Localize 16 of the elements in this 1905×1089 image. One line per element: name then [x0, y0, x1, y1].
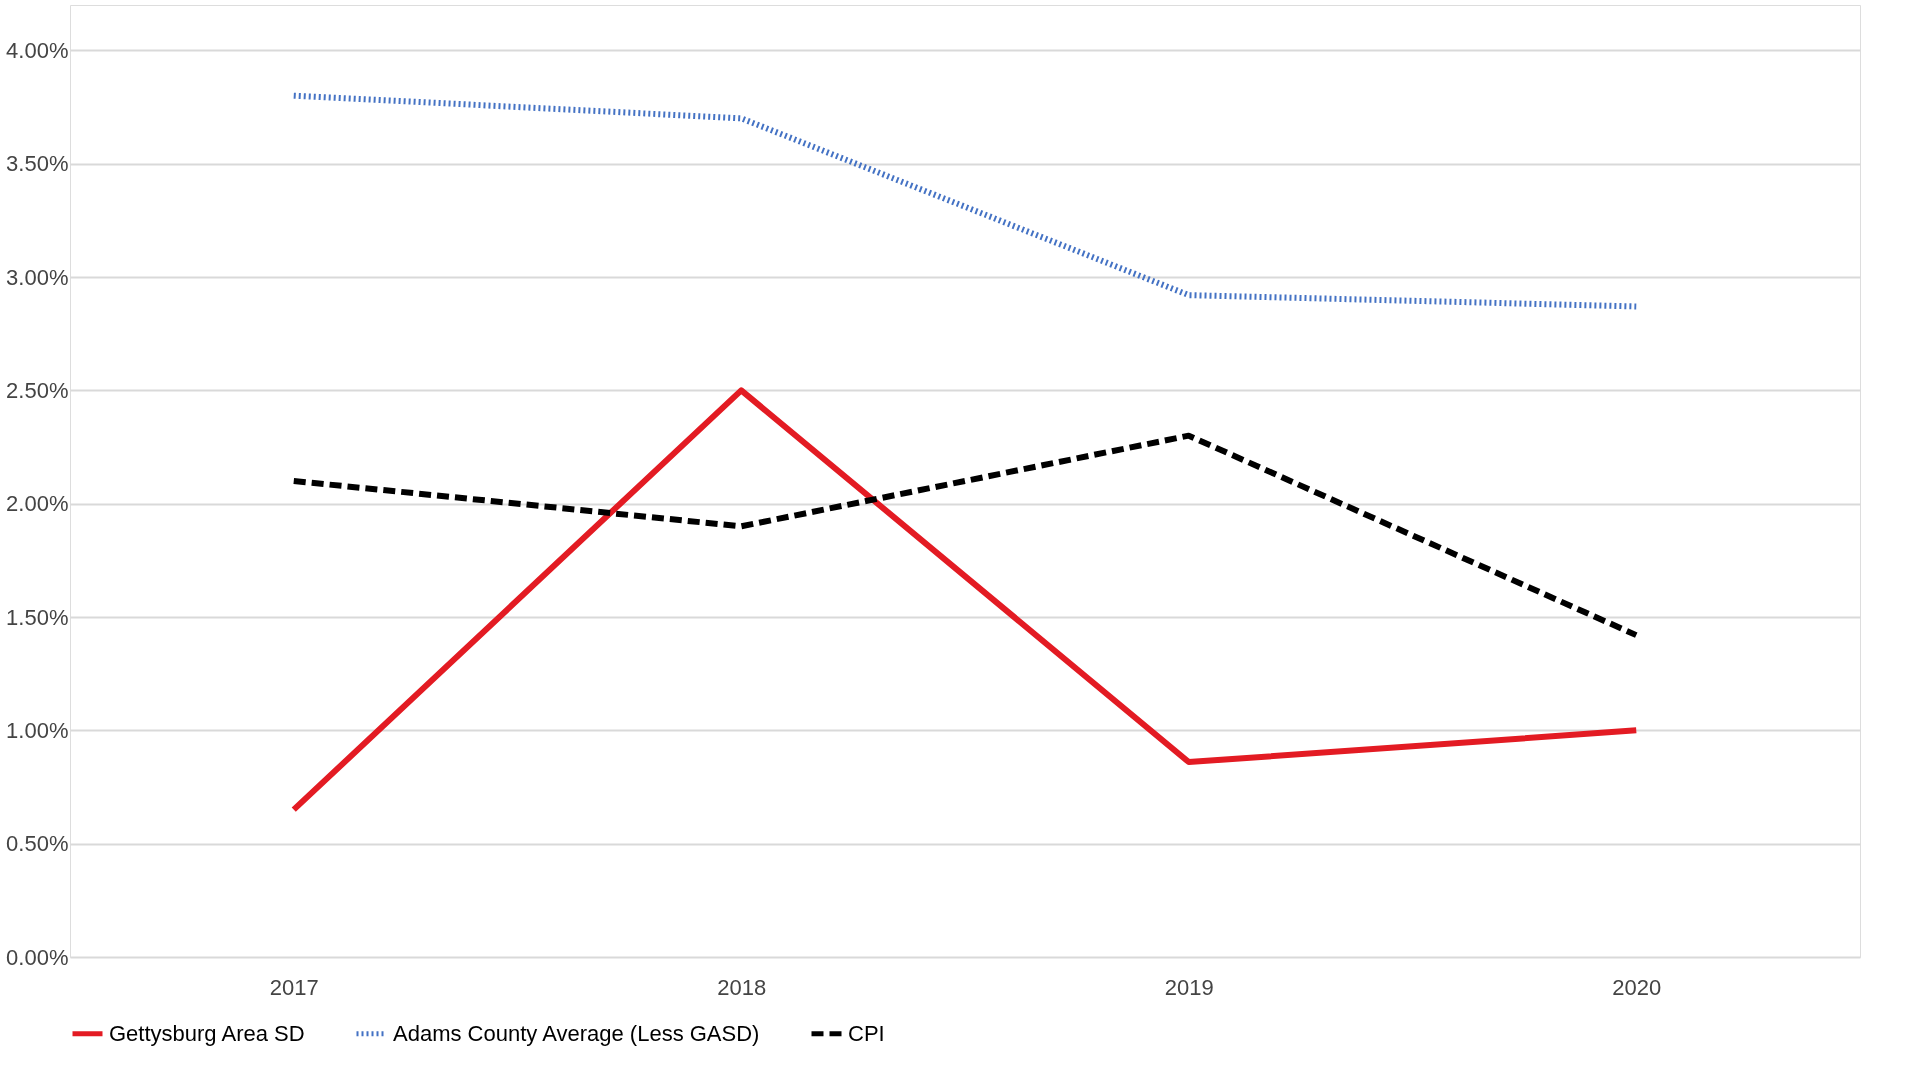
y-tick-label: 3.50%: [6, 151, 69, 177]
y-tick-label: 1.00%: [6, 717, 69, 743]
y-tick-label: 0.50%: [6, 831, 69, 857]
y-tick-label: 4.00%: [6, 37, 69, 63]
x-tick-label: 2020: [1612, 974, 1662, 1000]
x-tick-label: 2018: [717, 974, 767, 1000]
x-tick-label: 2019: [1164, 974, 1214, 1000]
y-tick-label: 3.00%: [6, 264, 69, 290]
legend-label: CPI: [848, 1020, 885, 1046]
y-tick-label: 1.50%: [6, 604, 69, 630]
legend-label: Adams County Average (Less GASD): [393, 1020, 760, 1046]
y-tick-label: 0.00%: [6, 944, 69, 970]
legend-label: Gettysburg Area SD: [109, 1020, 305, 1046]
y-tick-label: 2.50%: [6, 377, 69, 403]
y-tick-label: 2.00%: [6, 491, 69, 517]
x-tick-label: 2017: [269, 974, 319, 1000]
